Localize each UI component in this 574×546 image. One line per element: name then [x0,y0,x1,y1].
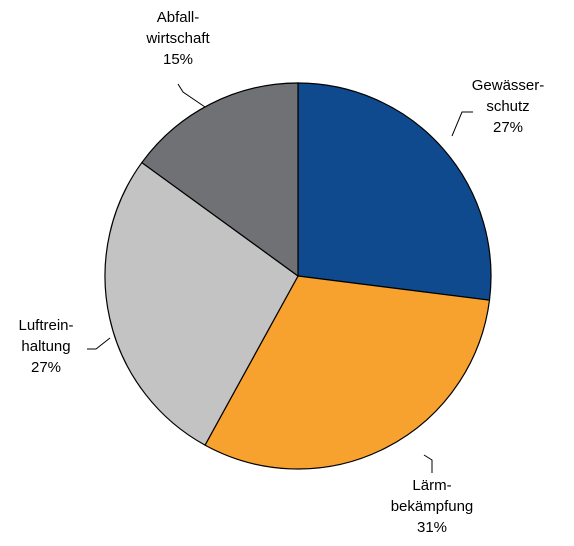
slice-percent-label: 15% [163,51,193,68]
slice-name-line: Lärm- [412,477,451,494]
slice-label-0: Gewässer-schutz 27% [472,77,545,136]
slice-percent-label: 27% [31,359,61,376]
slice-name-line: Gewässer- [472,77,545,94]
slice-percent-label: 27% [493,119,523,136]
slice-labels: Gewässer-schutz 27% Lärm-bekämpfung 31% Luft… [18,9,544,536]
pie-slice-2 [104,161,299,446]
slice-name-line: Luftrein- [18,317,73,334]
leader-line-1 [423,454,433,473]
slice-name-line: haltung [21,338,70,355]
slice-percent-label: 31% [417,519,447,536]
leader-line-0 [451,111,473,137]
slice-label-1: Lärm-bekämpfung 31% [391,477,474,536]
leader-line-2 [87,337,111,350]
leader-line-3 [177,83,206,108]
pie-slices [104,82,492,470]
slice-label-3: Abfall-wirtschaft 15% [145,9,210,68]
pie-slice-1 [204,275,491,470]
slice-name-line: schutz [486,98,529,115]
leader-lines [87,83,473,473]
slice-name-line: Abfall- [157,9,200,26]
slice-name-line: wirtschaft [145,30,210,47]
slice-label-2: Luftrein-haltung 27% [18,317,73,376]
pie-slice-0 [297,82,492,301]
pie-slice-3 [141,82,299,278]
slice-name-line: bekämpfung [391,498,474,515]
